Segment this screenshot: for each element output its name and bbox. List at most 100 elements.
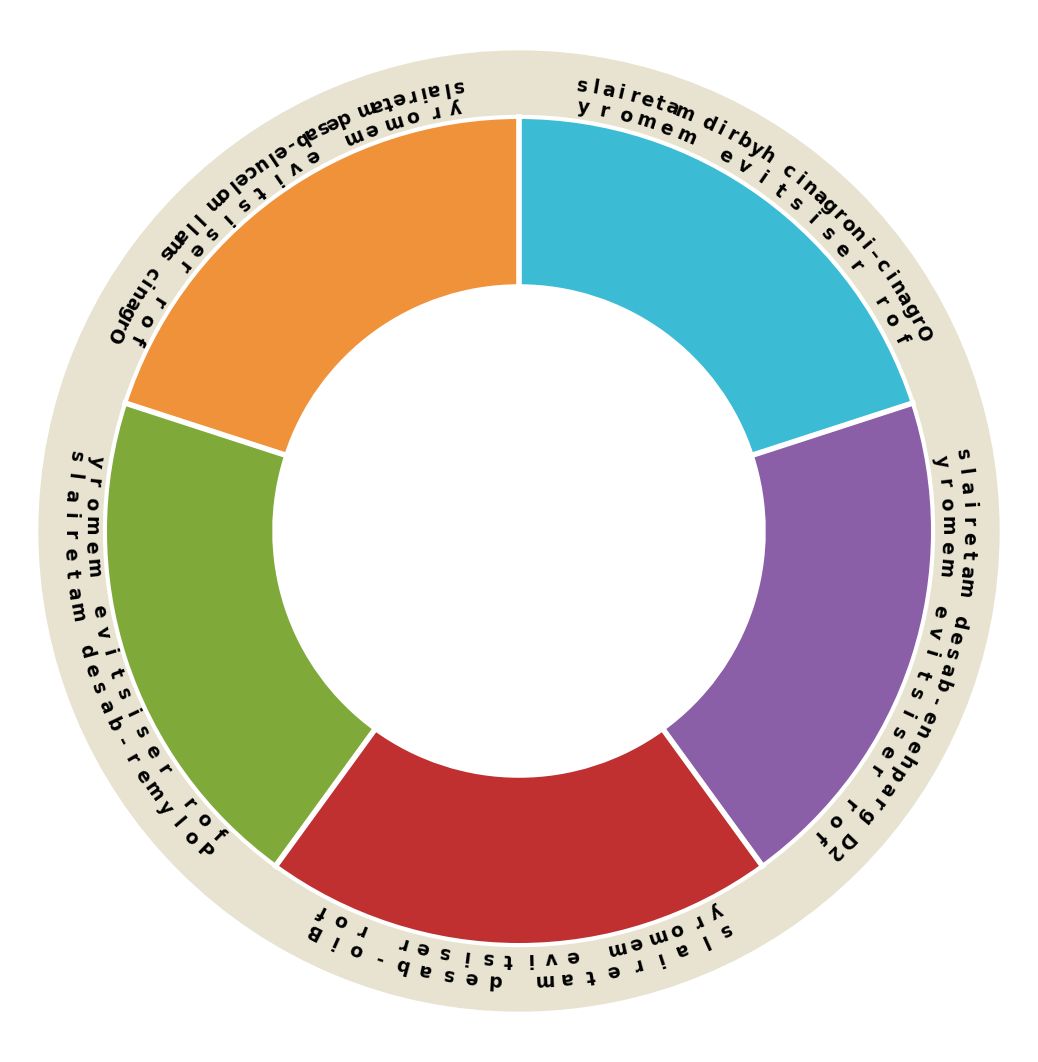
Text: b: b <box>734 131 755 154</box>
Text: a: a <box>673 939 691 961</box>
Text: a: a <box>663 98 681 120</box>
Text: r: r <box>629 955 644 975</box>
Text: t: t <box>912 666 933 681</box>
Text: i: i <box>653 948 665 967</box>
Text: t: t <box>380 91 394 112</box>
Text: u: u <box>249 152 271 175</box>
Text: s: s <box>130 723 153 742</box>
Text: v: v <box>284 155 304 178</box>
Text: v: v <box>734 155 754 178</box>
Text: t: t <box>105 666 126 681</box>
Text: a: a <box>956 481 977 495</box>
Text: e: e <box>565 945 580 966</box>
Text: s: s <box>481 948 493 967</box>
Text: s: s <box>715 920 734 941</box>
Text: m: m <box>672 101 696 125</box>
Text: s: s <box>885 723 908 742</box>
Text: r: r <box>354 919 370 940</box>
Text: d: d <box>332 106 353 130</box>
Text: b: b <box>930 676 952 696</box>
Text: m: m <box>82 558 103 579</box>
Text: m: m <box>140 778 167 806</box>
Text: e: e <box>464 967 479 988</box>
Text: r: r <box>845 257 866 276</box>
Text: s: s <box>311 117 330 138</box>
Text: m: m <box>937 516 957 535</box>
Text: i: i <box>958 501 978 509</box>
Text: a: a <box>426 80 441 101</box>
Text: e: e <box>937 541 957 554</box>
Text: f: f <box>892 331 912 347</box>
Wedge shape <box>276 729 762 945</box>
Text: g: g <box>114 303 137 324</box>
Text: m: m <box>380 110 404 134</box>
Text: g: g <box>818 194 841 218</box>
Text: s: s <box>786 193 807 216</box>
Text: r: r <box>870 292 891 310</box>
Text: t: t <box>249 181 268 202</box>
Text: i: i <box>920 647 939 658</box>
Text: s: s <box>87 680 109 697</box>
Text: a: a <box>559 967 574 988</box>
Text: s: s <box>231 193 252 216</box>
Text: i: i <box>526 949 534 969</box>
Text: l: l <box>223 176 240 195</box>
Text: l: l <box>180 218 197 236</box>
Text: i: i <box>416 82 427 102</box>
Text: r: r <box>427 101 440 122</box>
Text: y: y <box>576 98 591 118</box>
Text: e: e <box>638 89 656 112</box>
Text: r: r <box>147 292 168 310</box>
Text: i: i <box>268 169 284 188</box>
Text: 2: 2 <box>821 841 844 864</box>
Text: b: b <box>102 715 125 735</box>
Text: f: f <box>315 901 330 922</box>
Text: e: e <box>959 532 978 545</box>
Text: l: l <box>696 930 710 950</box>
Text: s: s <box>817 223 838 244</box>
Text: s: s <box>904 685 926 702</box>
Text: v: v <box>545 948 558 967</box>
Text: m: m <box>81 516 101 535</box>
Text: h: h <box>756 144 777 168</box>
Text: l: l <box>591 79 600 98</box>
Text: f: f <box>126 331 146 347</box>
Text: r: r <box>865 760 885 778</box>
Text: a: a <box>63 586 84 601</box>
Text: l: l <box>955 467 975 476</box>
Text: g: g <box>855 805 878 827</box>
Text: e: e <box>917 707 939 726</box>
Text: i: i <box>217 209 235 228</box>
Text: r: r <box>60 530 79 539</box>
Text: r: r <box>839 794 859 813</box>
Text: s: s <box>200 223 221 244</box>
Text: m: m <box>603 937 627 960</box>
Text: i: i <box>897 706 917 720</box>
Text: e: e <box>715 144 736 167</box>
Text: o: o <box>192 809 215 832</box>
Text: a: a <box>300 122 321 144</box>
Text: s: s <box>449 75 464 97</box>
Text: e: e <box>362 118 381 140</box>
Text: n: n <box>798 176 820 200</box>
Text: a: a <box>366 95 385 116</box>
Text: g: g <box>899 299 922 321</box>
Text: e: e <box>414 938 432 959</box>
Text: f: f <box>811 826 829 845</box>
Text: O: O <box>103 323 127 345</box>
Text: r: r <box>110 315 131 332</box>
Text: e: e <box>605 960 622 981</box>
Text: a: a <box>416 960 433 981</box>
Text: i: i <box>616 84 626 103</box>
Text: o: o <box>837 213 859 236</box>
Text: i: i <box>856 236 875 253</box>
Text: v: v <box>925 624 946 640</box>
Text: m: m <box>954 578 976 599</box>
Text: i: i <box>121 706 141 720</box>
Text: O: O <box>910 323 935 345</box>
Text: l: l <box>168 815 187 832</box>
Text: c: c <box>240 160 261 182</box>
Wedge shape <box>519 117 912 456</box>
Text: t: t <box>584 964 596 984</box>
Text: e: e <box>140 741 163 761</box>
